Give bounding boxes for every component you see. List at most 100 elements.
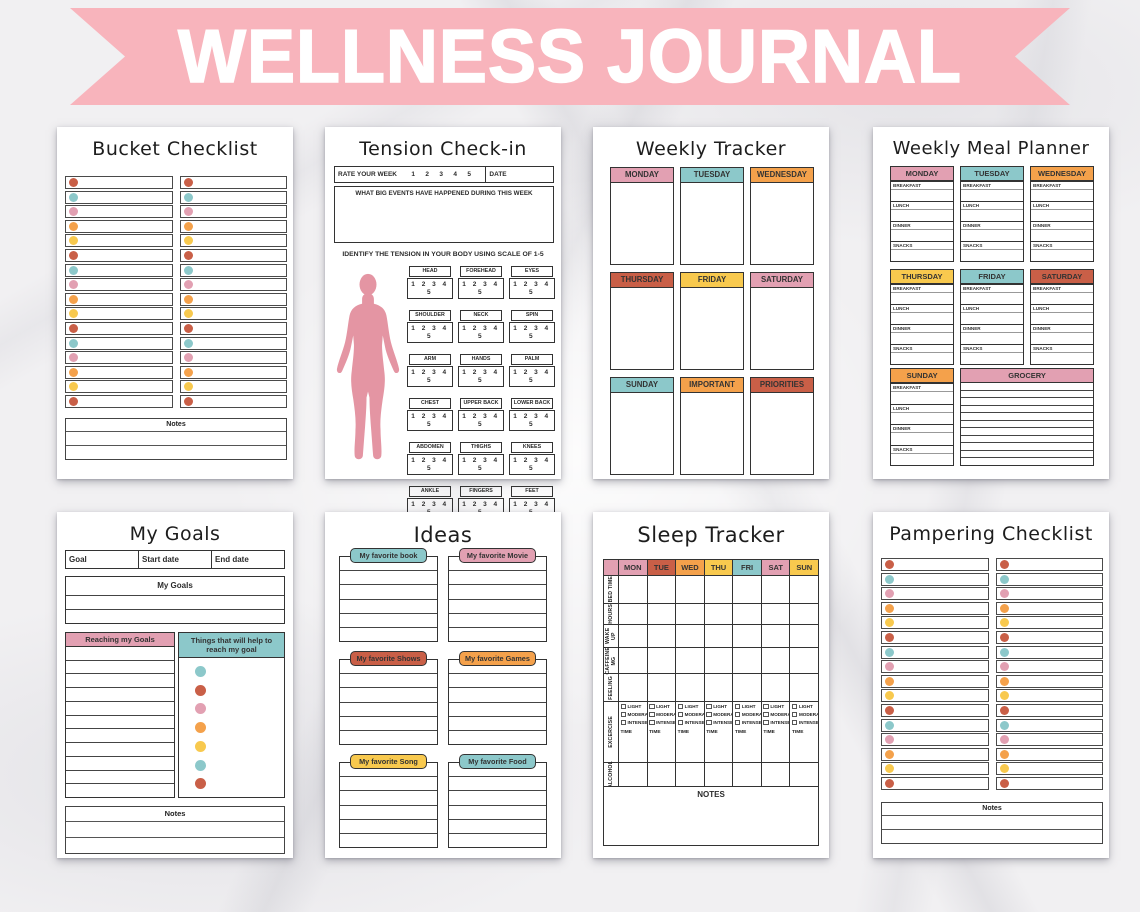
- rate-number: 5: [467, 171, 471, 178]
- color-dot: [69, 192, 78, 202]
- checklist-row: [65, 234, 173, 248]
- checkbox-icon: [763, 711, 769, 718]
- idea-tab-header: My favorite Games: [458, 651, 537, 666]
- color-dot: [183, 192, 193, 202]
- exercise-time-label: TIME: [620, 730, 632, 735]
- checklist-row: [881, 703, 989, 718]
- exercise-option-label: INTENSE: [741, 720, 762, 725]
- sleep-row-label-text: CAFFEINE MG: [605, 646, 617, 675]
- grocery-line: [961, 427, 1093, 435]
- writing-line: [449, 715, 546, 730]
- color-dot: [69, 309, 78, 319]
- checklist-row: [995, 645, 1103, 659]
- page-title: Pampering Checklist: [889, 523, 1093, 545]
- sleep-cell: [648, 625, 677, 647]
- sleep-cell: LIGHT MODERATE INTENSE TIME: [790, 702, 818, 762]
- color-dot: [183, 309, 193, 319]
- checkbox-icon: [649, 703, 655, 710]
- checklist-row: [995, 572, 1103, 586]
- sleep-cell: [705, 576, 734, 603]
- color-dot: [885, 705, 894, 715]
- notes-line: [66, 431, 286, 445]
- sleep-cell: [705, 648, 734, 673]
- color-dot: [69, 236, 78, 246]
- notes-box: Notes: [65, 418, 287, 460]
- notes-line: [882, 829, 1102, 843]
- meal-section: SNACKS: [891, 344, 953, 364]
- meal-section: BREAKFAST: [1031, 181, 1093, 201]
- checklist-row: [179, 365, 287, 379]
- checkbox-icon: [677, 703, 684, 710]
- meal-section: SNACKS: [961, 344, 1023, 364]
- color-dot: [69, 338, 78, 348]
- exercise-option: LIGHT: [648, 702, 676, 710]
- checklist-row: [65, 321, 173, 336]
- exercise-option-label: LIGHT: [684, 704, 699, 709]
- goal-writing-row: [66, 771, 174, 785]
- meal-section: BREAKFAST: [891, 284, 953, 304]
- idea-tab-header: My favorite Shows: [349, 651, 428, 666]
- checklist-row: [179, 321, 287, 336]
- exercise-option-label: INTENSE: [684, 720, 705, 725]
- tracker-cell-body: [681, 183, 743, 264]
- checklist-row: [65, 190, 173, 204]
- exercise-option-label: LIGHT: [713, 704, 728, 709]
- color-dot: [999, 720, 1009, 730]
- exercise-option-label: INTENSE: [627, 720, 648, 725]
- checklist-row: [65, 351, 173, 365]
- tension-part-label: SPIN: [511, 310, 553, 321]
- goal-writing-row: [66, 784, 174, 797]
- checklist-row: [65, 394, 173, 408]
- rate-number: 3: [439, 171, 443, 178]
- sleep-cell: [648, 763, 677, 786]
- writing-line: [340, 701, 437, 716]
- idea-unit: My favorite Games: [448, 651, 547, 745]
- rate-number: 4: [453, 171, 457, 178]
- checklist-column: [881, 558, 989, 790]
- meal-days-grid: MONDAY BREAKFAST LUNCH DINNER SNACKS TUESDAY B…: [890, 166, 1094, 365]
- tension-scale-cell: LOWER BACK 1 2 3 4 5: [509, 398, 555, 431]
- color-dot: [999, 633, 1009, 643]
- goal-writing-row: [66, 716, 174, 730]
- color-dot: [195, 778, 206, 790]
- sleep-cell: [790, 625, 818, 647]
- tracker-cell-body: [611, 393, 673, 474]
- meal-section: DINNER: [891, 424, 954, 445]
- color-dot: [183, 221, 193, 231]
- sleep-cell: [676, 604, 705, 624]
- color-dot: [69, 280, 78, 290]
- checklist-row: [65, 380, 173, 394]
- checklist-row: [65, 219, 173, 233]
- meal-day-header: FRIDAY: [961, 270, 1023, 284]
- checklist-row: [881, 762, 989, 776]
- exercise-option: INTENSE: [790, 718, 818, 726]
- checklist-row: [179, 307, 287, 321]
- sleep-cell: [619, 763, 648, 786]
- sleep-row-label-text: EXCERCISE: [608, 716, 614, 748]
- checklist-row: [995, 733, 1103, 747]
- writing-line: [449, 673, 546, 687]
- sleep-cell: [676, 625, 705, 647]
- exercise-option: LIGHT: [705, 702, 733, 710]
- meal-label: LUNCH: [961, 305, 1023, 313]
- tension-part-label: ANKLE: [409, 486, 451, 497]
- tension-scale-numbers: 1 2 3 4 5: [509, 366, 555, 387]
- sleep-row-label: CAFFEINE MG: [604, 646, 619, 675]
- meal-section: LUNCH: [891, 403, 954, 425]
- idea-unit: My favorite Song: [339, 754, 438, 848]
- exercise-option: INTENSE: [676, 718, 704, 726]
- meal-day-cell: SUNDAY BREAKFAST LUNCH DINNER SNACKS: [890, 368, 955, 466]
- tracker-cell: MONDAY: [610, 167, 674, 265]
- sleep-cell: [762, 763, 791, 786]
- color-dot: [885, 749, 894, 759]
- exercise-option-label: MODERATE: [627, 712, 648, 717]
- exercise-option: INTENSE: [762, 718, 789, 726]
- sleep-notes-label: NOTES: [697, 790, 725, 799]
- color-dot: [69, 251, 78, 261]
- writing-line: [340, 790, 437, 804]
- checklist-row: [179, 176, 287, 190]
- rate-number: 1: [411, 171, 415, 178]
- tension-part-label: EYES: [511, 266, 553, 277]
- grocery-box: GROCERY: [960, 368, 1094, 466]
- meal-section: BREAKFAST: [961, 181, 1023, 201]
